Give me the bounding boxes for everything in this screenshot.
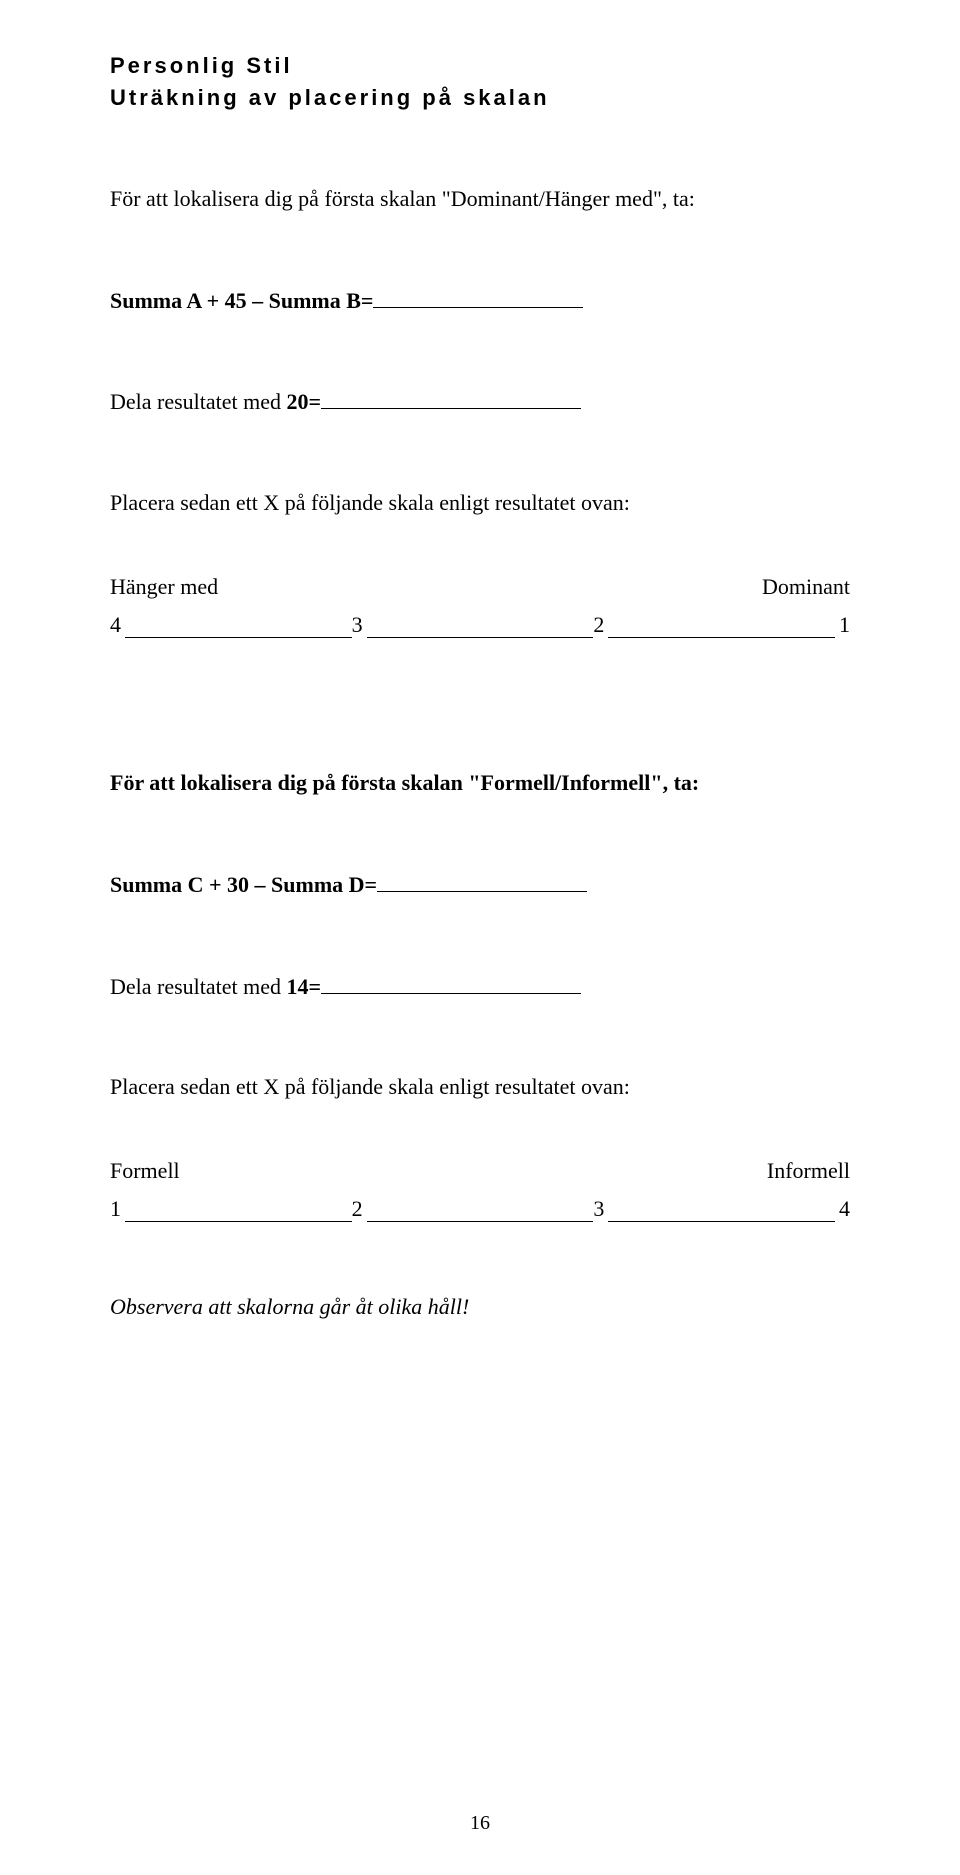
section2-scale-right-label: Informell (767, 1158, 850, 1184)
page-number: 16 (0, 1812, 960, 1835)
section1-intro: För att lokalisera dig på första skalan … (110, 184, 850, 215)
section1-scale-tick-4: 1 (835, 612, 850, 638)
section1-scale-tick-3: 2 (593, 612, 608, 638)
section2-formula-blank[interactable] (377, 869, 587, 892)
section1-divide-prefix: Dela resultatet med (110, 389, 287, 414)
section1-scale-right-label: Dominant (762, 574, 850, 600)
section2-formula-row: Summa C + 30 – Summa D= (110, 869, 850, 901)
section1-divide-blank[interactable] (321, 386, 581, 409)
scale-line[interactable] (125, 1200, 352, 1222)
section2-divide-bold: 14= (287, 974, 322, 999)
section1-scale-tick-1: 4 (110, 612, 125, 638)
scale-line[interactable] (608, 1200, 835, 1222)
section2-scale-tick-1: 1 (110, 1196, 125, 1222)
section1-scale-seg-3[interactable]: 2 (593, 612, 835, 638)
section1-divide-row: Dela resultatet med 20= (110, 386, 850, 418)
section2-scale-row[interactable]: 1 2 3 4 (110, 1196, 850, 1222)
section1-scale-row[interactable]: 4 3 2 1 (110, 612, 850, 638)
scale-line[interactable] (367, 1200, 594, 1222)
section2-divide-row: Dela resultatet med 14= (110, 971, 850, 1003)
section1-scale-seg-2[interactable]: 3 (352, 612, 594, 638)
section2-divide-blank[interactable] (321, 971, 581, 994)
header-line2: Uträkning av placering på skalan (110, 82, 850, 114)
section1-place-text: Placera sedan ett X på följande skala en… (110, 488, 850, 519)
header-line1: Personlig Stil (110, 50, 850, 82)
document-page: Personlig Stil Uträkning av placering på… (0, 0, 960, 1875)
section1-scale-left-label: Hänger med (110, 574, 218, 600)
section1-scale-seg-1[interactable]: 4 (110, 612, 352, 638)
section2-scale-tick-4: 4 (835, 1196, 850, 1222)
section2-intro: För att lokalisera dig på första skalan … (110, 768, 850, 799)
section2-scale-seg-2[interactable]: 2 (352, 1196, 594, 1222)
section2-scale-seg-3[interactable]: 3 (593, 1196, 835, 1222)
section2-scale-seg-1[interactable]: 1 (110, 1196, 352, 1222)
section1-formula-row: Summa A + 45 – Summa B= (110, 285, 850, 317)
section1-divide-bold: 20= (287, 389, 322, 414)
section2-scale-tick-2: 2 (352, 1196, 367, 1222)
section2-divide-prefix: Dela resultatet med (110, 974, 287, 999)
section2-scale-labels: Formell Informell (110, 1158, 850, 1184)
note-text: Observera att skalorna går åt olika håll… (110, 1292, 850, 1323)
section2-scale-left-label: Formell (110, 1158, 180, 1184)
section2-formula: Summa C + 30 – Summa D= (110, 872, 377, 897)
section1-formula: Summa A + 45 – Summa B= (110, 288, 373, 313)
section1-formula-blank[interactable] (373, 285, 583, 308)
scale-line[interactable] (125, 616, 352, 638)
section2-scale-tick-3: 3 (593, 1196, 608, 1222)
section1-scale-labels: Hänger med Dominant (110, 574, 850, 600)
scale-line[interactable] (367, 616, 594, 638)
scale-line[interactable] (608, 616, 835, 638)
section1-scale-tick-2: 3 (352, 612, 367, 638)
section2-place-text: Placera sedan ett X på följande skala en… (110, 1072, 850, 1103)
